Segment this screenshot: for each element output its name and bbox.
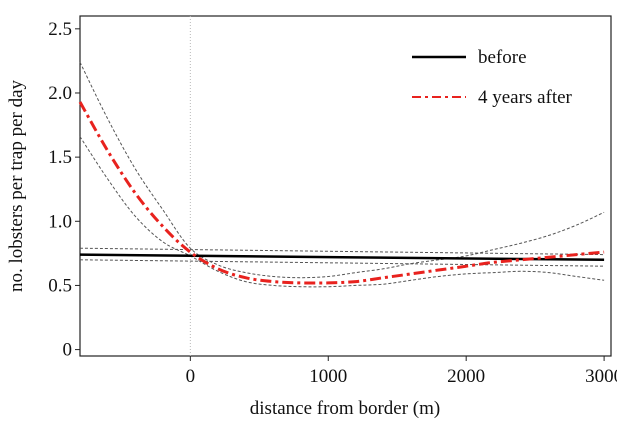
y-tick-label: 2.5 <box>48 19 72 40</box>
legend-label-0: before <box>478 47 527 68</box>
x-axis-title: distance from border (m) <box>250 398 440 419</box>
y-axis-title: no. lobsters per trap per day <box>6 79 27 292</box>
y-tick-label: 2.0 <box>48 83 72 104</box>
y-tick-label: 1.0 <box>48 211 72 232</box>
y-tick-label: 0.5 <box>48 275 72 296</box>
y-tick-label: 0 <box>63 340 73 361</box>
legend-label-1: 4 years after <box>478 87 573 108</box>
series-0-ci-lower-line <box>79 259 605 267</box>
legend: before 4 years after <box>412 47 573 108</box>
plot-frame <box>79 15 612 357</box>
x-tick-label: 2000 <box>447 366 485 387</box>
series-1-ci-lower-line <box>79 136 605 288</box>
y-tick-label: 1.5 <box>48 147 72 168</box>
series-0-ci-upper-line <box>79 247 605 256</box>
x-tick-label: 0 <box>186 366 196 387</box>
confidence-bands <box>79 61 605 288</box>
x-tick-label: 1000 <box>309 366 347 387</box>
series-1-line <box>78 101 605 285</box>
series-lines <box>78 101 605 285</box>
series-0-line <box>79 253 605 262</box>
